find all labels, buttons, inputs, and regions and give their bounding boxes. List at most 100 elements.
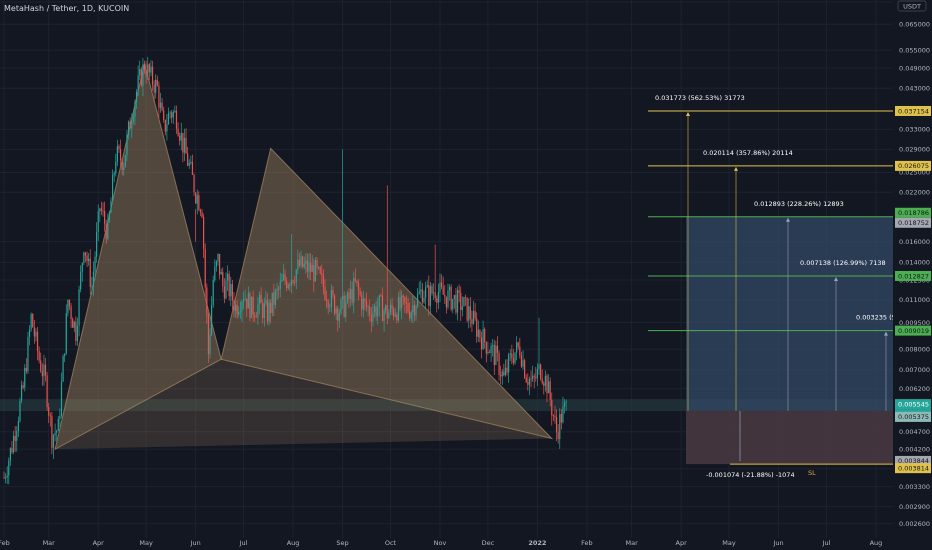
candle-body [306,260,309,272]
candle-body [38,351,40,361]
candle-body [559,414,561,440]
time-tick-label: 2022 [528,539,546,547]
candle-body [147,64,149,77]
candle-body [220,272,222,275]
candle-body [140,69,142,86]
candle-body [456,290,459,313]
tag-target-2: 0.026075 [898,162,929,170]
candle-body [266,300,269,322]
candle-body [434,292,436,299]
candle-body [107,220,109,239]
candle-body [19,400,21,422]
candle-body [270,302,272,313]
candle-body [436,298,438,303]
candle-body [222,272,224,287]
candle-body [391,304,393,310]
candle-body [8,460,10,476]
tag-target-1: 0.037154 [898,107,929,115]
candle-body [46,375,48,408]
candle-body [464,297,467,298]
candle-body [113,173,115,175]
candle-body [302,256,304,268]
profit-zone [686,216,893,411]
candle-body [458,290,460,293]
candle-body [177,128,179,136]
candle-body [356,280,358,283]
candle-body [354,278,356,281]
candle-body [503,371,505,376]
candle-body [163,110,165,121]
candle-body [164,120,166,132]
candle-body [504,367,507,376]
candle-body [196,195,198,204]
candle-body [492,344,494,346]
candle-body [498,352,500,376]
candle-body [139,69,141,76]
candle-body [142,64,144,86]
candle-body [175,110,178,129]
target-arrowhead-2 [734,166,738,171]
candle-body [244,298,246,300]
candle-body [383,310,385,322]
candle-body [420,289,422,292]
tag-target-5-bg [895,325,931,336]
candle-body [44,364,47,376]
target-arrowhead-3 [786,217,790,222]
candle-body [316,259,318,268]
candle-body [167,113,170,125]
candle-body [525,377,527,383]
candle-body [426,285,428,288]
candle-body [533,375,535,377]
time-tick-label: Dec [482,539,495,547]
candle-body [506,367,508,373]
time-tick-label: Sep [336,539,348,547]
candle-body [11,448,13,453]
candle-body [359,290,361,295]
candle-body [555,416,558,433]
time-tick-label: May [722,539,736,547]
candle-body [211,305,213,335]
candle-body [333,295,336,314]
candle-body [300,256,302,266]
candle-body [105,223,107,239]
price-tick-label: 0.055000 [899,46,930,54]
time-axis[interactable]: Feb Mar Apr May Jun Jul Aug Sep Oct Nov Dec 2022 Feb… [0,538,932,550]
candle-body [155,79,157,93]
candle-body [294,282,296,284]
candle-body [246,298,248,309]
candle-body [332,290,334,296]
candle-body [115,161,117,174]
tag-entry-bg [895,411,931,422]
candle-body [469,306,471,320]
candle-body [116,146,118,162]
symbol-title[interactable]: MetaHash / Tether, 1D, KUCOIN [4,4,130,13]
candle-body [16,430,18,441]
candle-body [485,341,487,354]
candle-body [349,289,352,299]
candle-body [217,253,219,262]
time-tick-label: Apr [93,539,105,547]
candle-body [134,102,136,118]
target-note-3: 0.012893 (228.26%) 12893 [754,200,844,208]
candle-body [263,303,265,319]
candle-body [447,290,449,308]
candle-body [298,259,301,266]
candle-body [560,414,562,423]
candle-body [386,305,388,319]
candle-body [271,292,273,313]
candle-body [520,355,523,367]
candle-body [378,295,380,308]
time-tick-label: Feb [581,539,593,547]
candle-body [41,371,43,377]
price-tick-label: 0.065000 [899,21,930,29]
candle-body [468,306,470,321]
candle-body [453,295,455,299]
candle-body [522,360,524,367]
tag-current-price-bg [895,399,931,410]
price-axis[interactable]: USDT 0.065000 0.055000 0.049000 0.043000 0.03… [893,0,932,550]
candle-body [88,258,90,262]
candle-body [528,378,531,385]
candle-body [289,284,291,286]
candle-body [375,306,377,317]
